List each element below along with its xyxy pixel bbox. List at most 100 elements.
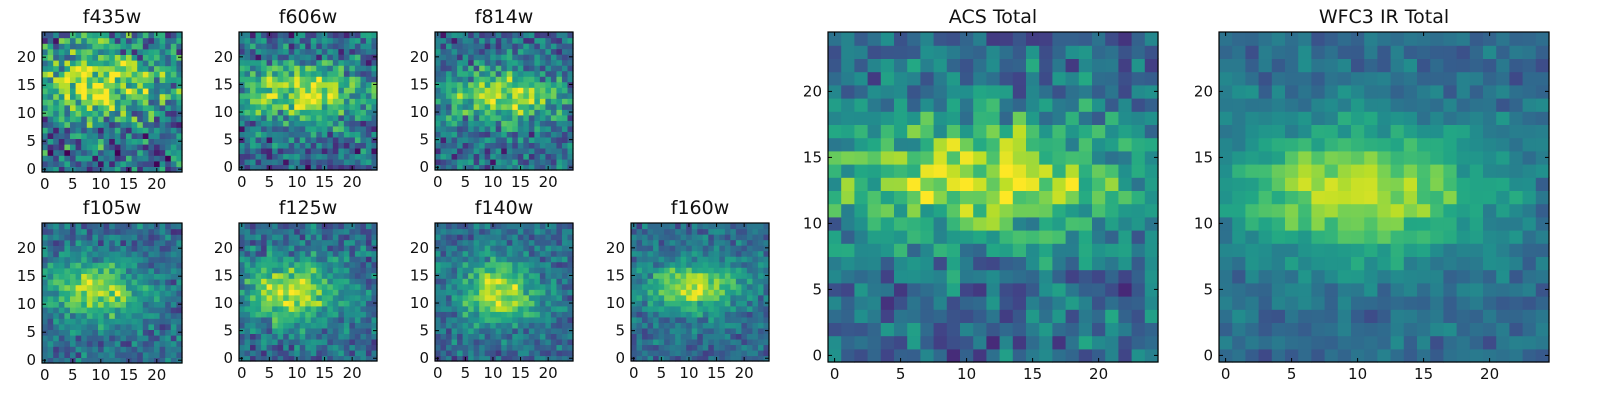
- heatmap-cell: [528, 245, 535, 252]
- heatmap-cell: [440, 136, 447, 143]
- heatmap-cell: [446, 153, 453, 160]
- heatmap-cell: [365, 234, 373, 241]
- heatmap-cell: [462, 142, 469, 149]
- heatmap-cell: [484, 65, 491, 72]
- heatmap-cell: [642, 333, 649, 340]
- heatmap-cell: [103, 93, 110, 100]
- heatmap-cell: [473, 43, 480, 50]
- heatmap-cell: [473, 300, 480, 307]
- heatmap-cell: [154, 346, 161, 353]
- heatmap-cell: [305, 109, 312, 116]
- heatmap-cell: [244, 355, 251, 362]
- heatmap-cell: [664, 327, 671, 334]
- heatmap-cell: [545, 48, 552, 55]
- heatmap-cell: [272, 267, 279, 274]
- heatmap-cell: [92, 256, 99, 263]
- heatmap-cell: [148, 346, 155, 353]
- heatmap-cell: [283, 131, 290, 138]
- heatmap-cell: [70, 71, 77, 78]
- heatmap-cell: [299, 81, 306, 88]
- heatmap-cell: [1026, 335, 1040, 350]
- heatmap-cell: [479, 109, 486, 116]
- heatmap-cell: [299, 228, 306, 235]
- heatmap-cell: [528, 125, 535, 132]
- heatmap-cell: [506, 294, 513, 301]
- heatmap-cell: [550, 283, 558, 290]
- heatmap-cell: [691, 305, 698, 312]
- heatmap-cell: [81, 251, 88, 258]
- heatmap-cell: [490, 278, 497, 285]
- heatmap-cell: [239, 59, 246, 66]
- heatmap-cell: [680, 261, 687, 268]
- heatmap-cell: [131, 160, 138, 167]
- heatmap-cell: [266, 92, 273, 99]
- heatmap-cell: [299, 234, 306, 241]
- heatmap-cell: [708, 300, 715, 307]
- heatmap-cell: [440, 158, 447, 166]
- heatmap-cell: [730, 344, 737, 351]
- plot-frame: [434, 31, 574, 171]
- heatmap-cell: [435, 256, 442, 263]
- heatmap-cell: [365, 59, 373, 66]
- heatmap-cell: [272, 153, 279, 160]
- heatmap-cell: [545, 316, 552, 323]
- heatmap-cell: [354, 48, 362, 55]
- heatmap-cell: [528, 261, 535, 268]
- heatmap-cell: [288, 250, 295, 257]
- heatmap-cell: [933, 230, 948, 244]
- heatmap-cell: [702, 228, 709, 235]
- heatmap-cell: [277, 300, 284, 307]
- heatmap-cell: [250, 87, 257, 94]
- heatmap-cell: [658, 333, 665, 340]
- heatmap-cell: [360, 147, 367, 155]
- heatmap-cell: [154, 37, 161, 44]
- heatmap-cell: [473, 147, 480, 155]
- heatmap-cell: [305, 261, 312, 268]
- heatmap-cell: [109, 60, 116, 67]
- heatmap-cell: [697, 256, 704, 263]
- heatmap-cell: [697, 245, 704, 252]
- heatmap-cell: [338, 65, 345, 72]
- heatmap-cell: [239, 278, 246, 285]
- heatmap-cell: [484, 250, 491, 257]
- heatmap-cell: [702, 311, 709, 318]
- heatmap-cell: [70, 65, 77, 72]
- heatmap-cell: [512, 103, 519, 110]
- heatmap-cell: [1039, 243, 1053, 257]
- heatmap-cell: [47, 138, 54, 145]
- heatmap-cell: [343, 305, 350, 312]
- heatmap-cell: [517, 250, 524, 257]
- heatmap-cell: [724, 349, 731, 357]
- heatmap-cell: [98, 88, 105, 95]
- heatmap-cell: [154, 251, 161, 258]
- heatmap-cell: [244, 125, 251, 132]
- heatmap-cell: [534, 120, 541, 127]
- heatmap-cell: [120, 262, 127, 269]
- heatmap-cell: [880, 190, 895, 205]
- heatmap-cell: [512, 316, 519, 323]
- heatmap-cell: [343, 164, 350, 171]
- heatmap-cell: [283, 311, 290, 318]
- heatmap-cell: [47, 318, 54, 325]
- heatmap-cell: [126, 149, 133, 156]
- heatmap-cell: [702, 300, 709, 307]
- heatmap-cell: [523, 294, 530, 301]
- heatmap-cell: [310, 355, 317, 362]
- heatmap-cell: [550, 333, 558, 340]
- heatmap-cell: [126, 323, 133, 330]
- heatmap-cell: [730, 338, 737, 346]
- heatmap-cell: [109, 43, 116, 50]
- heatmap-cell: [109, 82, 116, 89]
- heatmap-cell: [484, 239, 491, 246]
- heatmap-cell: [708, 349, 715, 357]
- heatmap-cell: [109, 149, 116, 156]
- heatmap-cell: [64, 239, 71, 246]
- heatmap-cell: [746, 261, 754, 268]
- heatmap-cell: [165, 239, 172, 246]
- heatmap-cell: [244, 333, 251, 340]
- heatmap-cell: [103, 132, 110, 139]
- heatmap-cell: [528, 37, 535, 44]
- heatmap-cell: [81, 323, 88, 330]
- heatmap-cell: [1012, 216, 1027, 231]
- heatmap-cell: [332, 164, 339, 171]
